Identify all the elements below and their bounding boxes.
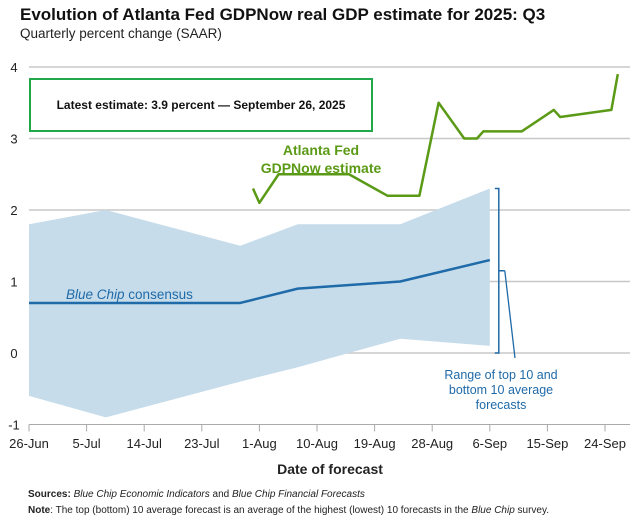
x-tick-label: 24-Sep [584, 436, 626, 451]
x-tick-label: 5-Jul [73, 436, 101, 451]
x-tick-label: 26-Jun [9, 436, 49, 451]
y-tick-label: 1 [10, 275, 17, 290]
x-tick-label: 1-Aug [242, 436, 277, 451]
sources-and: and [209, 489, 233, 500]
sources-label: Sources: [28, 489, 71, 500]
source-1: Blue Chip Economic Indicators [73, 489, 210, 500]
note-text: : The top (bottom) 10 average forecast i… [50, 505, 472, 516]
latest-estimate-box: Latest estimate: 3.9 percent — September… [29, 78, 373, 132]
x-tick-label: 19-Aug [354, 436, 396, 451]
range-label: bottom 10 average [449, 383, 553, 397]
x-tick-label: 6-Sep [472, 436, 507, 451]
x-axis-label: Date of forecast [277, 461, 383, 477]
x-tick-label: 10-Aug [296, 436, 338, 451]
gdpnow-label: GDPNow estimate [261, 160, 382, 176]
consensus-label-rest: consensus [125, 287, 194, 302]
range-label: Range of top 10 and [444, 368, 557, 382]
y-tick-label: 2 [10, 203, 17, 218]
forecast-range-band [29, 188, 490, 418]
range-bracket [494, 187, 505, 354]
y-tick-label: 4 [10, 60, 17, 75]
source-2: Blue Chip Financial Forecasts [232, 489, 365, 500]
y-tick-label: 3 [10, 132, 17, 147]
latest-estimate-text: Latest estimate: 3.9 percent — September… [56, 98, 346, 112]
footnote: Note: The top (bottom) 10 average foreca… [28, 505, 549, 516]
y-tick-label: -1 [8, 418, 20, 433]
sources-note: Sources: Blue Chip Economic Indicators a… [28, 489, 365, 500]
y-tick-label: 0 [10, 346, 17, 361]
x-tick-label: 23-Jul [184, 436, 220, 451]
range-leader-line [504, 270, 516, 359]
note-end: survey. [514, 505, 550, 516]
chart-subtitle: Quarterly percent change (SAAR) [20, 26, 222, 41]
chart-title: Evolution of Atlanta Fed GDPNow real GDP… [20, 5, 546, 24]
note-label: Note [28, 505, 51, 516]
consensus-label-italic: Blue Chip [66, 287, 125, 302]
consensus-label: Blue Chip consensus [66, 287, 193, 302]
gdpnow-label: Atlanta Fed [283, 142, 359, 158]
x-tick-label: 28-Aug [411, 436, 453, 451]
note-italic: Blue Chip [471, 505, 515, 516]
range-label: forecasts [476, 398, 527, 412]
x-tick-label: 14-Jul [126, 436, 162, 451]
x-tick-label: 15-Sep [526, 436, 568, 451]
